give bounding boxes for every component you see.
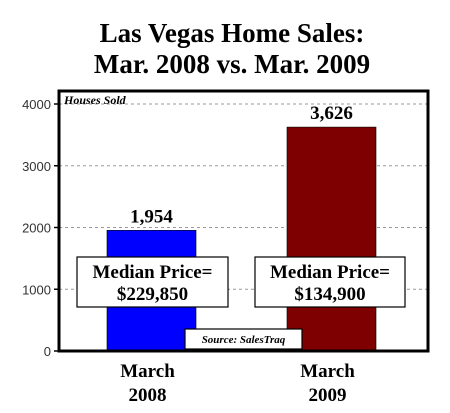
source-box [184, 328, 303, 350]
category-label-line-1: March [120, 361, 175, 382]
median-price-value: $229,850 [117, 284, 188, 305]
bar-value-label: 1,954 [130, 206, 173, 227]
median-price-box [76, 256, 229, 308]
median-price-box [254, 256, 406, 308]
category-labels: March 2008 March 2009 [120, 361, 355, 406]
category-label-line-2: 2009 [309, 385, 347, 406]
median-price-label: Median Price= [92, 262, 212, 283]
bar [286, 126, 377, 352]
y-axis-label: Houses Sold [63, 93, 127, 107]
value-labels: 1,954 3,626 [130, 103, 353, 227]
y-tick-label: 4000 [22, 97, 51, 112]
plot-border [57, 89, 430, 353]
y-axis-ticks: 0 1000 2000 3000 4000 [22, 97, 59, 359]
category-label-line-2: 2008 [129, 385, 167, 406]
median-price-label: Median Price= [270, 262, 390, 283]
source-note: Source: SalesTraq [202, 334, 286, 346]
bar-value-label: 3,626 [310, 103, 353, 124]
y-tick-label: 3000 [22, 159, 51, 174]
chart-title-line-1: Las Vegas Home Sales: [100, 18, 365, 48]
y-tick-label: 1000 [22, 282, 51, 297]
y-tick-label: 2000 [22, 221, 51, 236]
chart-title-line-2: Mar. 2008 vs. Mar. 2009 [94, 49, 370, 79]
median-price-value: $134,900 [294, 284, 365, 305]
y-tick-label: 0 [44, 344, 51, 359]
category-label-line-1: March [300, 361, 355, 382]
